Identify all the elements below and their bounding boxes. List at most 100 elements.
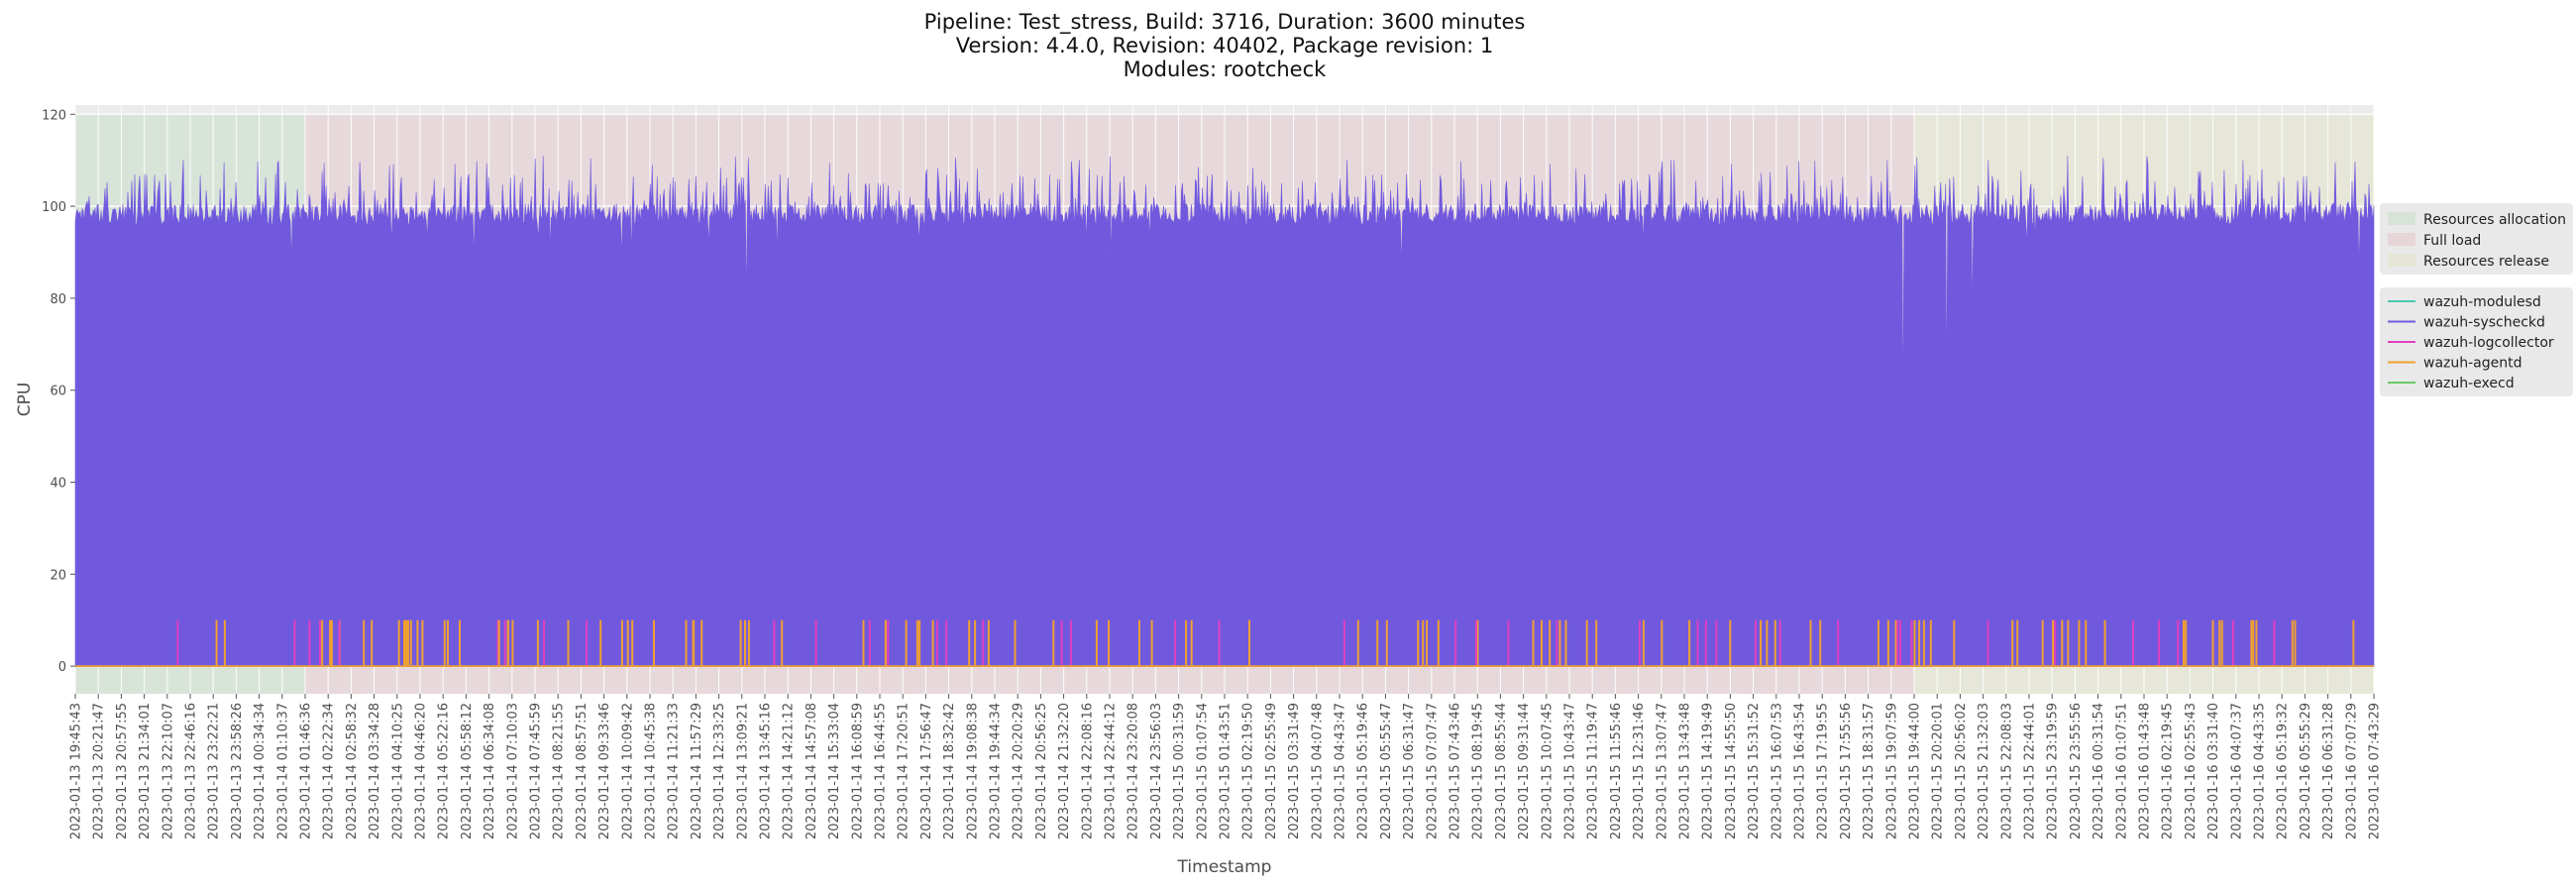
x-tick-label-98: 2023-01-16 06:31:28 [2321,703,2336,839]
x-tick-label-95: 2023-01-16 04:43:35 [2253,703,2268,839]
x-tick-label-29: 2023-01-14 13:09:21 [735,703,750,839]
x-tick-label-89: 2023-01-16 01:07:51 [2114,703,2129,839]
x-tick-label-33: 2023-01-14 15:33:04 [827,703,842,839]
series-layer [74,156,2375,667]
x-tick-label-28: 2023-01-14 12:33:25 [712,703,727,839]
x-tick-label-82: 2023-01-15 20:56:02 [1954,703,1969,839]
phase-legend-swatch-2 [2388,254,2415,267]
x-tick-label-60: 2023-01-15 07:43:46 [1449,703,1463,839]
y-tick-label-4: 80 [50,292,66,307]
x-tick-label-68: 2023-01-15 12:31:46 [1632,703,1647,839]
x-tick-label-91: 2023-01-16 02:19:45 [2161,703,2176,839]
x-tick-label-78: 2023-01-15 18:31:57 [1862,703,1877,839]
x-tick-label-23: 2023-01-14 09:33:46 [597,703,612,839]
chart-title-line-3: Modules: rootcheck [1123,57,1327,81]
x-tick-label-64: 2023-01-15 10:07:45 [1540,703,1555,839]
x-tick-label-92: 2023-01-16 02:55:43 [2184,703,2199,839]
series-legend-label-0: wazuh-modulesd [2423,294,2541,310]
x-tick-label-45: 2023-01-14 22:44:12 [1104,703,1119,839]
x-tick-label-27: 2023-01-14 11:57:29 [690,703,704,839]
x-tick-label-46: 2023-01-14 23:20:08 [1127,703,1141,839]
phase-legend-label-2: Resources release [2423,254,2549,270]
x-tick-label-86: 2023-01-15 23:19:59 [2046,703,2061,839]
x-tick-label-53: 2023-01-15 03:31:49 [1287,703,1302,839]
x-axis-label: Timestamp [1177,857,1272,877]
x-tick-label-90: 2023-01-16 01:43:48 [2138,703,2153,839]
series-legend-label-2: wazuh-logcollector [2423,335,2554,351]
x-tick-label-79: 2023-01-15 19:07:59 [1884,703,1899,839]
x-tick-label-6: 2023-01-13 23:22:21 [207,703,222,839]
x-tick-label-57: 2023-01-15 05:55:47 [1379,703,1394,839]
x-tick-label-9: 2023-01-14 01:10:37 [275,703,290,839]
phase-legend-swatch-0 [2388,212,2415,225]
x-tick-label-3: 2023-01-13 21:34:01 [138,703,153,839]
x-tick-label-63: 2023-01-15 09:31:44 [1517,703,1532,839]
x-tick-label-72: 2023-01-15 14:55:50 [1724,703,1739,839]
y-tick-label-3: 60 [50,385,66,399]
chart-title-line-1: Pipeline: Test_stress, Build: 3716, Dura… [923,10,1526,34]
x-tick-label-34: 2023-01-14 16:08:59 [850,703,865,839]
x-tick-label-70: 2023-01-15 13:43:48 [1678,703,1693,839]
x-tick-label-35: 2023-01-14 16:44:55 [874,703,889,839]
x-tick-label-41: 2023-01-14 20:20:29 [1012,703,1026,839]
phase-legend-swatch-1 [2388,233,2415,246]
x-tick-label-75: 2023-01-15 16:43:54 [1793,703,1808,839]
x-tick-label-10: 2023-01-14 01:46:36 [299,703,314,839]
x-tick-label-20: 2023-01-14 07:45:59 [529,703,544,839]
x-tick-label-17: 2023-01-14 05:58:12 [460,703,475,839]
x-tick-label-69: 2023-01-15 13:07:47 [1655,703,1669,839]
x-tick-label-18: 2023-01-14 06:34:08 [483,703,497,839]
series-legend-box [2380,287,2573,396]
x-tick-label-85: 2023-01-15 22:44:01 [2023,703,2038,839]
x-tick-label-83: 2023-01-15 21:32:03 [1977,703,1991,839]
phase-legend-label-0: Resources allocation [2423,212,2566,228]
series-legend-label-1: wazuh-syscheckd [2423,315,2545,331]
x-tick-label-56: 2023-01-15 05:19:46 [1356,703,1371,839]
x-tick-label-39: 2023-01-14 19:08:38 [965,703,980,839]
x-tick-label-2: 2023-01-13 20:57:55 [115,703,130,839]
axes: 0 20 40 60 80 100 120 2023-01-13 19:45:43 2023-0… [15,108,2383,877]
x-tick-label-21: 2023-01-14 08:21:55 [552,703,567,839]
x-tick-label-61: 2023-01-15 08:19:45 [1471,703,1486,839]
x-tick-label-38: 2023-01-14 18:32:42 [942,703,957,839]
x-tick-label-11: 2023-01-14 02:22:34 [322,703,337,839]
x-tick-label-65: 2023-01-15 10:43:47 [1563,703,1578,839]
x-tick-label-8: 2023-01-14 00:34:34 [253,703,268,839]
x-tick-label-54: 2023-01-15 04:07:48 [1310,703,1325,839]
x-tick-label-62: 2023-01-15 08:55:44 [1494,703,1509,839]
x-tick-label-0: 2023-01-13 19:45:43 [69,703,84,839]
x-tick-label-1: 2023-01-13 20:21:47 [92,703,107,839]
x-tick-label-36: 2023-01-14 17:20:51 [897,703,912,839]
x-tick-label-47: 2023-01-14 23:56:03 [1149,703,1164,839]
x-tick-label-55: 2023-01-15 04:43:47 [1334,703,1348,839]
x-tick-label-71: 2023-01-15 14:19:49 [1701,703,1716,839]
x-tick-label-80: 2023-01-15 19:44:00 [1908,703,1923,839]
x-tick-label-50: 2023-01-15 01:43:51 [1219,703,1234,839]
x-tick-label-81: 2023-01-15 20:20:01 [1931,703,1946,839]
y-axis-label: CPU [15,383,35,417]
x-tick-label-25: 2023-01-14 10:45:38 [644,703,659,839]
y-tick-label-5: 100 [42,200,66,215]
x-tick-label-99: 2023-01-16 07:07:29 [2344,703,2359,839]
legends: Resources allocation Full load Resources r… [2380,203,2573,396]
phase-legend-label-1: Full load [2423,233,2481,249]
chart-title-line-2: Version: 4.4.0, Revision: 40402, Package… [955,34,1494,57]
x-tick-label-97: 2023-01-16 05:55:29 [2299,703,2313,839]
x-tick-label-88: 2023-01-16 00:31:54 [2092,703,2106,839]
x-tick-label-76: 2023-01-15 17:19:55 [1816,703,1831,839]
y-tick-label-2: 40 [50,477,66,492]
y-tick-label-6: 120 [42,108,66,123]
x-tick-label-87: 2023-01-15 23:55:56 [2069,703,2084,839]
x-tick-label-73: 2023-01-15 15:31:52 [1747,703,1762,839]
x-tick-label-7: 2023-01-13 23:58:26 [230,703,245,839]
x-tick-label-94: 2023-01-16 04:07:37 [2229,703,2244,839]
x-tick-label-67: 2023-01-15 11:55:46 [1609,703,1624,839]
x-tick-label-44: 2023-01-14 22:08:16 [1080,703,1095,839]
x-tick-label-100: 2023-01-16 07:43:29 [2368,703,2383,839]
x-tick-label-48: 2023-01-15 00:31:59 [1172,703,1187,839]
chart-title: Pipeline: Test_stress, Build: 3716, Dura… [0,10,2449,81]
x-tick-label-24: 2023-01-14 10:09:42 [620,703,635,839]
x-tick-label-51: 2023-01-15 02:19:50 [1241,703,1256,839]
x-tick-label-96: 2023-01-16 05:19:32 [2276,703,2291,839]
